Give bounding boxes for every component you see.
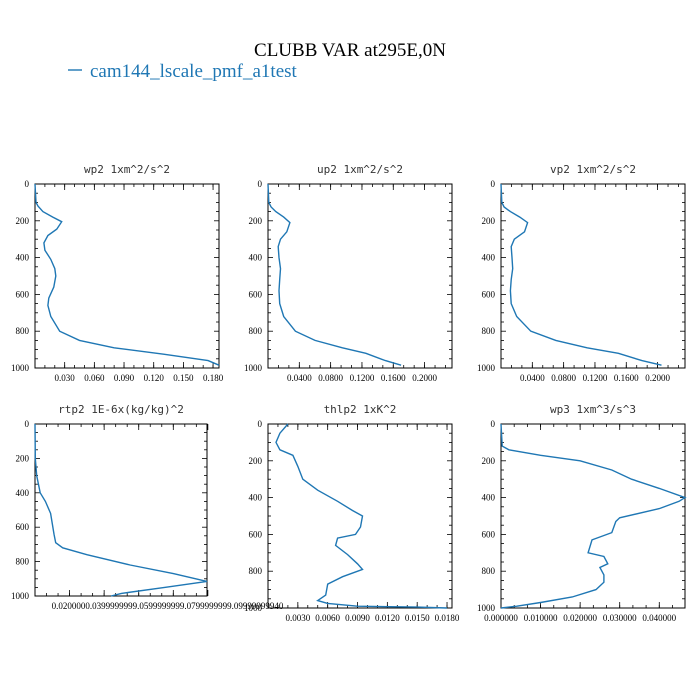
y-tick-label: 800	[16, 557, 30, 567]
plot-frame	[500, 423, 686, 609]
y-tick-label: 0	[491, 419, 496, 429]
plot-frame	[500, 183, 686, 369]
x-tick-label: 0.120	[144, 373, 165, 383]
y-tick-label: 800	[16, 326, 30, 336]
x-tick-label: 0.040000	[642, 613, 676, 623]
y-tick-label: 600	[482, 289, 496, 299]
x-tick-label: 0.090	[114, 373, 135, 383]
subplot-3: vp2 1xm^2/s^2 0 200 400 600 800 1000 0.0400 0.08…	[477, 163, 686, 383]
y-tick-label: 0	[491, 179, 496, 189]
series-line	[500, 423, 687, 609]
x-tick-label: 0.1200	[583, 373, 608, 383]
y-tick-label: 800	[249, 566, 263, 576]
y-tick-label: 1000	[477, 603, 496, 613]
x-tick-label: 0.0030	[285, 613, 310, 623]
y-tick-label: 0	[258, 179, 263, 189]
x-tick-label: 0.0400	[520, 373, 545, 383]
series-line	[34, 423, 208, 597]
y-tick-label: 600	[16, 289, 30, 299]
subplot-title: thlp2 1xK^2	[324, 403, 397, 416]
subplot-title: rtp2 1E-6x(kg/kg)^2	[58, 403, 184, 416]
x-tick-label: 0.1200	[350, 373, 375, 383]
plot-frame	[34, 423, 208, 597]
y-tick-label: 200	[249, 456, 263, 466]
subplot-title: wp3 1xm^3/s^3	[550, 403, 636, 416]
y-tick-label: 800	[482, 326, 496, 336]
y-tick-label: 400	[16, 488, 30, 498]
y-tick-label: 600	[482, 529, 496, 539]
figure-title: CLUBB VAR at295E,0N	[254, 40, 446, 61]
x-tick-label: 0.030	[55, 373, 76, 383]
series-line	[34, 183, 220, 366]
subplot-grid: wp2 1xm^2/s^2 0 200 400 600 800 1000 0.030 0.060…	[11, 163, 687, 623]
series-line	[267, 183, 402, 366]
y-tick-label: 0	[25, 419, 30, 429]
y-tick-label: 400	[249, 253, 263, 263]
series-line	[500, 183, 662, 366]
series-line	[275, 423, 448, 609]
subplot-6: wp3 1xm^3/s^3 0 200 400 600 800 10000.000000 0.…	[477, 403, 687, 623]
plot-frame	[267, 423, 453, 609]
y-tick-label: 1000	[11, 591, 30, 601]
y-tick-label: 400	[482, 493, 496, 503]
x-tick-label: 0.1600	[381, 373, 406, 383]
subplot-4: rtp2 1E-6x(kg/kg)^2020040060080010000.02…	[11, 403, 284, 611]
y-tick-label: 1000	[11, 363, 30, 373]
y-tick-label: 400	[249, 493, 263, 503]
y-tick-label: 1000	[244, 363, 263, 373]
x-tick-label: 0.030000	[603, 613, 637, 623]
subplot-title: wp2 1xm^2/s^2	[84, 163, 170, 176]
x-tick-label: 0.2000	[645, 373, 670, 383]
x-tick-label: 0.0060	[315, 613, 340, 623]
x-tick-label: 0.0090	[345, 613, 370, 623]
x-tick-label: 0.0400	[287, 373, 312, 383]
y-tick-label: 200	[482, 216, 496, 226]
y-tick-label: 200	[249, 216, 263, 226]
y-tick-label: 0	[258, 419, 263, 429]
x-tick-label: 0.000000	[484, 613, 518, 623]
subplot-5: thlp2 1xK^2 0 200 400 600 800 1000 0.0030 0.0060…	[244, 403, 460, 623]
y-tick-label: 0	[25, 179, 30, 189]
x-tick-label: 0.1600	[614, 373, 639, 383]
x-tick-label: 0.0800	[318, 373, 343, 383]
y-tick-label: 600	[249, 289, 263, 299]
y-tick-label: 1000	[477, 363, 496, 373]
plot-frame	[34, 183, 220, 369]
y-tick-label: 600	[16, 522, 30, 532]
y-tick-label: 200	[16, 453, 30, 463]
subplot-title: vp2 1xm^2/s^2	[550, 163, 636, 176]
plot-frame	[267, 183, 453, 369]
y-tick-label: 400	[16, 253, 30, 263]
x-tick-label: 0.0180	[435, 613, 460, 623]
x-tick-label: 0.0800	[551, 373, 576, 383]
y-tick-label: 1000	[244, 603, 263, 613]
x-tick-label: 0.060	[84, 373, 105, 383]
y-tick-label: 600	[249, 529, 263, 539]
x-tick-label: 0.150	[173, 373, 194, 383]
x-tick-labels-overlapping: 0.0200000.0399999999.0599999999.07999999…	[52, 601, 284, 611]
y-tick-label: 800	[482, 566, 496, 576]
x-tick-label: 0.180	[203, 373, 224, 383]
legend-label: cam144_lscale_pmf_a1test	[90, 61, 298, 82]
subplot-title: up2 1xm^2/s^2	[317, 163, 403, 176]
x-tick-label: 0.0120	[375, 613, 400, 623]
x-tick-label: 0.2000	[412, 373, 437, 383]
y-tick-label: 200	[482, 456, 496, 466]
x-tick-label: 0.020000	[563, 613, 597, 623]
subplot-1: wp2 1xm^2/s^2 0 200 400 600 800 1000 0.030 0.060…	[11, 163, 224, 383]
x-tick-label: 0.010000	[524, 613, 558, 623]
y-tick-label: 800	[249, 326, 263, 336]
subplot-2: up2 1xm^2/s^2 0 200 400 600 800 1000 0.0400 0.08…	[244, 163, 453, 383]
x-tick-label: 0.0150	[405, 613, 430, 623]
y-tick-label: 400	[482, 253, 496, 263]
y-tick-label: 200	[16, 216, 30, 226]
